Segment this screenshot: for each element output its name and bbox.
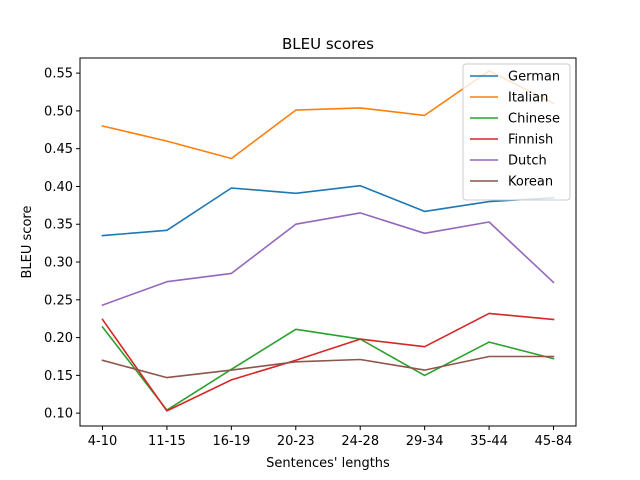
y-tick-label: 0.20 xyxy=(44,331,73,346)
x-tick-label: 35-44 xyxy=(470,434,508,449)
axes-frame xyxy=(79,57,577,427)
y-axis-label: BLEU score xyxy=(20,206,35,279)
x-tick-label: 16-19 xyxy=(212,434,250,449)
y-tick-label: 0.15 xyxy=(44,369,73,384)
y-tick-label: 0.35 xyxy=(44,218,73,233)
x-tick-label: 20-23 xyxy=(277,434,315,449)
series-line-chinese xyxy=(101,325,555,411)
series-line-dutch xyxy=(101,212,555,307)
legend-box xyxy=(462,63,571,201)
series-line-korean xyxy=(101,355,555,379)
x-tick-label: 11-15 xyxy=(148,434,186,449)
legend-label-italian: Italian xyxy=(508,91,548,106)
x-axis-label: Sentences' lengths xyxy=(266,456,390,471)
legend: German Italian Chinese Finnish Dutch Korean xyxy=(462,63,571,201)
y-tick-label: 0.55 xyxy=(44,67,73,82)
x-axis-ticks: 4-10 11-15 16-19 20-23 24-28 29-34 35-44 45-84 xyxy=(88,426,573,449)
legend-label-dutch: Dutch xyxy=(508,154,547,169)
series-line-finnish xyxy=(101,312,555,412)
legend-label-chinese: Chinese xyxy=(508,112,560,127)
x-tick-label: 29-34 xyxy=(406,434,444,449)
legend-label-finnish: Finnish xyxy=(508,133,553,148)
y-tick-label: 0.45 xyxy=(44,142,73,157)
y-tick-label: 0.10 xyxy=(44,407,73,422)
plot-area xyxy=(101,70,555,412)
chart-title: BLEU scores xyxy=(282,35,374,53)
legend-label-korean: Korean xyxy=(508,175,553,190)
series-line-german xyxy=(101,184,555,237)
x-tick-label: 45-84 xyxy=(535,434,573,449)
legend-label-german: German xyxy=(508,70,560,85)
y-tick-label: 0.50 xyxy=(44,104,73,119)
y-tick-label: 0.25 xyxy=(44,293,73,308)
x-tick-label: 4-10 xyxy=(88,434,118,449)
x-tick-label: 24-28 xyxy=(341,434,379,449)
y-tick-label: 0.30 xyxy=(44,256,73,271)
y-axis-ticks: 0.10 0.15 0.20 0.25 0.30 0.35 0.40 0.45 0.50 0.55 xyxy=(44,67,80,422)
y-tick-label: 0.40 xyxy=(44,180,73,195)
